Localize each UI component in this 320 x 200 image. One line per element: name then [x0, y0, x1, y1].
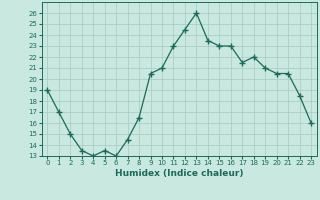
X-axis label: Humidex (Indice chaleur): Humidex (Indice chaleur)	[115, 169, 244, 178]
